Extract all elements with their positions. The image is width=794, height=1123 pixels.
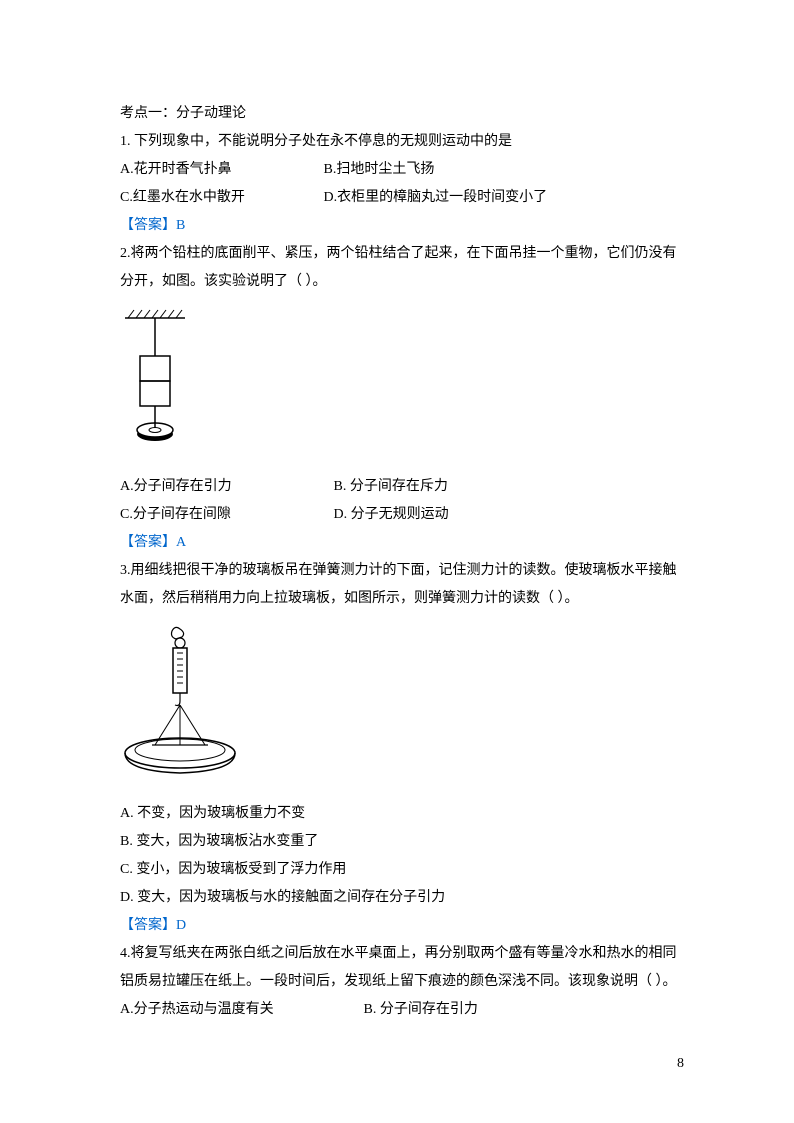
q2-options-row1: A.分子间存在引力 B. 分子间存在斥力 xyxy=(120,473,684,501)
q2-a: A.分子间存在引力 xyxy=(120,473,330,501)
q2-answer: 【答案】A xyxy=(120,529,684,557)
q1-stem: 1. 下列现象中，不能说明分子处在永不停息的无规则运动中的是 xyxy=(120,128,684,156)
q2-d: D. 分子无规则运动 xyxy=(334,507,449,522)
q4-stem: 4.将复写纸夹在两张白纸之间后放在水平桌面上，再分别取两个盛有等量冷水和热水的相… xyxy=(120,940,684,996)
q1-a: A.花开时香气扑鼻 xyxy=(120,156,320,184)
q3-figure xyxy=(120,623,684,794)
q2-stem: 2.将两个铅柱的底面削平、紧压，两个铅柱结合了起来，在下面吊挂一个重物，它们仍没… xyxy=(120,240,684,296)
q1-b: B.扫地时尘土飞扬 xyxy=(324,162,435,177)
lead-cylinder-diagram xyxy=(120,306,190,456)
spring-scale-diagram xyxy=(120,623,270,783)
q1-options-row1: A.花开时香气扑鼻 B.扫地时尘土飞扬 xyxy=(120,156,684,184)
q1-answer: 【答案】B xyxy=(120,212,684,240)
q2-figure xyxy=(120,306,684,467)
q3-c: C. 变小，因为玻璃板受到了浮力作用 xyxy=(120,856,684,884)
q3-d: D. 变大，因为玻璃板与水的接触面之间存在分子引力 xyxy=(120,884,684,912)
q2-b: B. 分子间存在斥力 xyxy=(334,479,448,494)
q4-b: B. 分子间存在引力 xyxy=(364,1002,478,1017)
q3-stem: 3.用细线把很干净的玻璃板吊在弹簧测力计的下面，记住测力计的读数。使玻璃板水平接… xyxy=(120,557,684,613)
q4-a: A.分子热运动与温度有关 xyxy=(120,996,360,1024)
q3-b: B. 变大，因为玻璃板沾水变重了 xyxy=(120,828,684,856)
page-number: 8 xyxy=(677,1050,684,1078)
q1-options-row2: C.红墨水在水中散开 D.衣柜里的樟脑丸过一段时间变小了 xyxy=(120,184,684,212)
heading: 考点一：分子动理论 xyxy=(120,100,684,128)
q4-options-row1: A.分子热运动与温度有关 B. 分子间存在引力 xyxy=(120,996,684,1024)
q1-c: C.红墨水在水中散开 xyxy=(120,184,320,212)
q2-options-row2: C.分子间存在间隙 D. 分子无规则运动 xyxy=(120,501,684,529)
q2-c: C.分子间存在间隙 xyxy=(120,501,330,529)
q1-d: D.衣柜里的樟脑丸过一段时间变小了 xyxy=(324,190,548,205)
document-content: 考点一：分子动理论 1. 下列现象中，不能说明分子处在永不停息的无规则运动中的是… xyxy=(0,0,794,1084)
q3-a: A. 不变，因为玻璃板重力不变 xyxy=(120,800,684,828)
q3-answer: 【答案】D xyxy=(120,912,684,940)
